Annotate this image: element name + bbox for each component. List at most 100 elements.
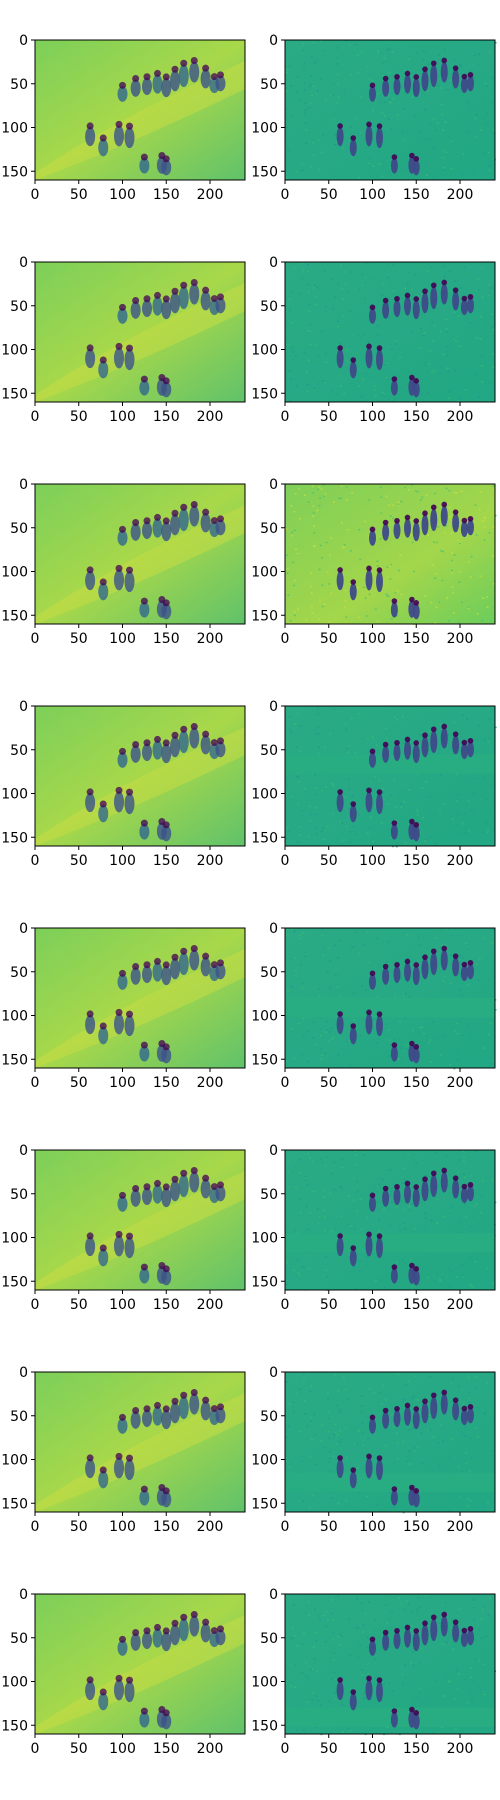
person-head [413, 1628, 420, 1634]
noise-speck [475, 534, 478, 536]
noise-speck [408, 1205, 411, 1208]
person-head [422, 1620, 428, 1627]
person-head [154, 957, 161, 965]
noise-speck [447, 1266, 450, 1269]
noise-speck [342, 89, 345, 91]
axes-frame [34, 705, 246, 847]
person-head [350, 135, 357, 141]
person-silhouette [349, 804, 357, 823]
noise-speck [289, 309, 292, 312]
person-silhouette [336, 1680, 344, 1701]
noise-speck [289, 399, 292, 402]
noise-speck [398, 1020, 401, 1023]
noise-speck [349, 271, 352, 273]
noise-speck [311, 612, 314, 614]
noise-speck [302, 1017, 305, 1019]
x-tick-label: 0 [281, 853, 290, 869]
person-head [409, 596, 415, 603]
noise-speck [314, 1631, 317, 1634]
person-silhouette [421, 1624, 429, 1646]
image-background [285, 40, 495, 180]
hillside-band [35, 283, 245, 402]
person-head [202, 1618, 210, 1626]
person-head [404, 1180, 411, 1187]
noise-speck [483, 1411, 486, 1414]
noise-speck [378, 1392, 381, 1394]
noise-speck [369, 827, 372, 829]
noise-speck [429, 1376, 432, 1378]
person-silhouette [85, 1236, 96, 1257]
noise-speck [308, 323, 311, 326]
person-silhouette [430, 730, 438, 754]
noise-speck [357, 1429, 360, 1432]
person-silhouette [390, 1267, 398, 1284]
x-tick-label: 100 [359, 1519, 386, 1535]
noise-speck [451, 1378, 454, 1380]
person-head [115, 564, 123, 572]
noise-speck [328, 1461, 331, 1463]
noise-speck [401, 1398, 404, 1401]
noise-speck [419, 499, 422, 501]
noise-speck [475, 374, 478, 376]
noise-speck [339, 821, 342, 823]
person-head [441, 945, 448, 952]
noise-speck [374, 1619, 377, 1622]
noise-speck [457, 1385, 460, 1387]
noise-speck [363, 1697, 366, 1699]
noise-speck [318, 988, 321, 990]
noise-speck [319, 497, 322, 499]
person-silhouette [365, 791, 373, 813]
noise-speck [395, 843, 398, 846]
x-tick-label: 0 [31, 1519, 40, 1535]
noise-speck [474, 504, 477, 507]
noise-speck [369, 377, 372, 379]
person-silhouette [142, 1631, 152, 1650]
noise-speck [467, 1497, 470, 1500]
person-silhouette [178, 730, 189, 754]
noise-speck [326, 1029, 329, 1031]
noise-speck [477, 724, 480, 727]
person-silhouette [382, 967, 390, 985]
noise-speck [311, 1668, 314, 1671]
noise-speck [432, 147, 435, 149]
person-head [337, 1233, 343, 1239]
noise-speck [432, 541, 435, 543]
noise-speck [464, 831, 467, 834]
person-head [171, 1397, 179, 1405]
noise-speck [380, 162, 383, 164]
noise-speck [358, 1644, 361, 1647]
noise-speck [430, 601, 433, 604]
noise-speck [312, 1190, 315, 1193]
noise-speck [334, 1228, 337, 1231]
image-background [285, 484, 495, 624]
noise-speck [361, 1668, 364, 1671]
y-tick-label: 150 [1, 1274, 28, 1290]
noise-speck [374, 1280, 377, 1283]
noise-speck [452, 612, 455, 614]
noise-speck [440, 1277, 443, 1280]
person-head [180, 503, 188, 511]
noise-speck [412, 1664, 415, 1667]
noise-speck [467, 800, 470, 802]
noise-speck [308, 85, 311, 88]
person-head [86, 344, 94, 352]
noise-speck [451, 1618, 454, 1621]
noise-speck [440, 103, 443, 106]
noise-speck [330, 95, 333, 97]
noise-speck [361, 284, 364, 287]
noise-speck [287, 1186, 290, 1189]
noise-speck [345, 825, 348, 828]
person-head [413, 822, 420, 828]
x-tick-label: 0 [31, 631, 40, 647]
person-silhouette [404, 296, 411, 316]
noise-speck [455, 1669, 458, 1672]
noise-speck [377, 780, 380, 782]
noise-speck [307, 1601, 310, 1603]
noise-speck [328, 1431, 331, 1433]
noise-speck [418, 131, 421, 134]
y-tick-label: 0 [269, 699, 278, 715]
noise-speck [329, 987, 332, 989]
noise-speck [456, 1032, 459, 1035]
noise-speck [421, 496, 424, 499]
